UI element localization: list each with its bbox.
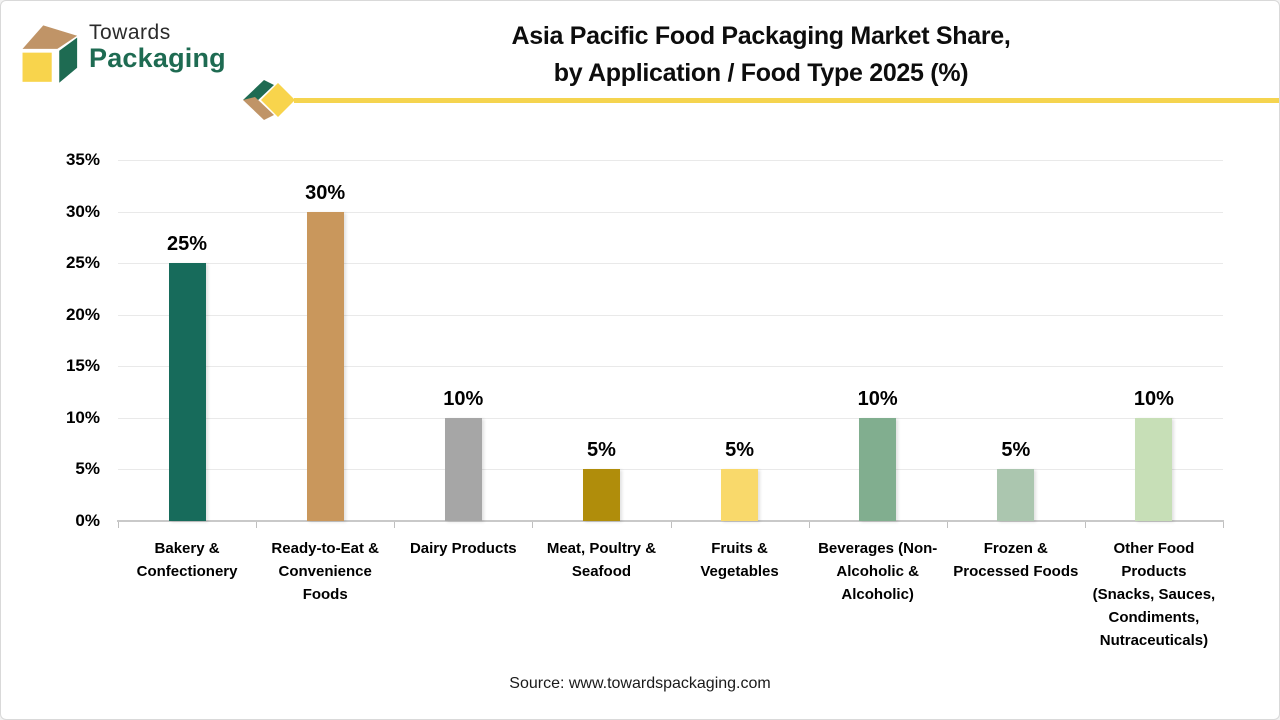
bar	[306, 211, 344, 521]
axis-tick	[1223, 522, 1224, 528]
plot-area: 0% 5% 10% 15% 20% 25% 30% 35% 25% Bakery & Confec…	[66, 150, 1224, 649]
y-axis-label: 20%	[65, 304, 100, 324]
axis-tick	[1084, 522, 1086, 528]
bar-value-label: 25%	[167, 233, 208, 256]
logo-box-icon	[22, 25, 78, 83]
chart-title: Asia Pacific Food Packaging Market Share…	[421, 18, 1101, 92]
axis-tick	[118, 522, 119, 528]
x-axis-label: Ready-to-Eat & Convenience Foods	[271, 540, 379, 603]
logo-text: Towards Packaging	[89, 20, 226, 73]
bar-value-label: 30%	[305, 181, 346, 204]
bar-value-label: 10%	[1133, 387, 1174, 410]
bar-value-label: 5%	[725, 439, 755, 462]
bar	[721, 469, 759, 521]
towards-packaging-logo: Towards Packaging	[15, 11, 226, 83]
bar	[997, 469, 1035, 521]
x-axis-label: Dairy Products	[409, 540, 517, 557]
axis-tick	[670, 522, 672, 528]
x-axis-label: Bakery & Confectionery	[136, 540, 238, 580]
y-axis-label: 10%	[65, 407, 100, 427]
bar	[859, 417, 897, 521]
x-axis-label: Beverages (Non- Alcoholic & Alcoholic)	[818, 540, 938, 603]
bar	[444, 417, 482, 521]
gridline	[118, 469, 1223, 471]
x-axis-label: Other Food Products (Snacks, Sauces, Con…	[1092, 540, 1216, 649]
title-underline	[294, 98, 1279, 103]
y-axis-label: 15%	[65, 356, 100, 376]
x-axis-label: Frozen & Processed Foods	[953, 540, 1079, 580]
x-axis-label: Meat, Poultry & Seafood	[546, 540, 657, 580]
y-axis-label: 35%	[65, 150, 100, 169]
bar-value-label: 10%	[443, 387, 484, 410]
chart-title-line1: Asia Pacific Food Packaging Market Share…	[511, 22, 1011, 50]
bar	[582, 469, 620, 521]
logo-text-towards: Towards	[89, 20, 171, 44]
gridline	[118, 366, 1223, 368]
axis-tick	[808, 522, 810, 528]
y-axis-label: 5%	[75, 459, 100, 479]
logo-text-packaging: Packaging	[89, 42, 226, 73]
gridline	[118, 160, 1223, 161]
diamond-accent-icon	[243, 80, 295, 120]
bar-value-label: 5%	[1001, 439, 1031, 462]
gridline	[118, 211, 1223, 213]
bar-value-label: 5%	[586, 439, 616, 462]
x-axis-label: Fruits & Vegetables	[700, 540, 779, 580]
axis-tick	[532, 522, 534, 528]
bar-value-label: 10%	[857, 387, 898, 410]
source-text: Source: www.towardspackaging.com	[509, 675, 771, 692]
y-axis-label: 0%	[75, 511, 100, 530]
y-axis-label: 30%	[65, 201, 100, 221]
x-axis-line	[117, 520, 1224, 522]
axis-tick	[946, 522, 948, 528]
bar	[1135, 417, 1173, 521]
chart-title-line2: by Application / Food Type 2025 (%)	[553, 59, 969, 87]
gridline	[118, 417, 1223, 419]
axis-tick	[256, 522, 258, 528]
gridline	[118, 263, 1223, 265]
y-axis-label: 25%	[65, 253, 100, 273]
bar	[168, 263, 206, 521]
gridline	[118, 314, 1223, 316]
axis-tick	[394, 522, 396, 528]
